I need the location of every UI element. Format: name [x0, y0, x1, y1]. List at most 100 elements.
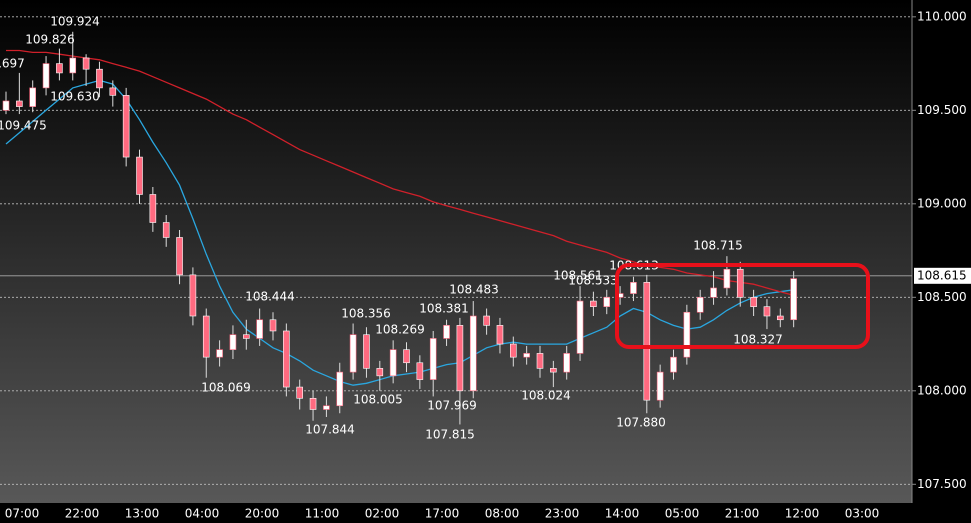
candle-body: [82, 57, 90, 70]
x-tick-label: 07:00: [5, 507, 40, 521]
price-annotation: 108.356: [341, 307, 391, 321]
candle-body: [776, 315, 784, 321]
price-annotation: 108.381: [419, 302, 469, 316]
candle-body: [309, 397, 317, 410]
price-annotation: 107.969: [427, 399, 477, 413]
candle-body: [763, 306, 771, 317]
price-annotation: 109.924: [50, 15, 100, 29]
candle-body: [576, 300, 584, 354]
candle-body: [56, 63, 63, 74]
candle-body: [469, 315, 477, 392]
candle-body: [523, 353, 530, 358]
candle-body: [29, 87, 37, 107]
candle-body: [536, 353, 544, 369]
candle-body: [736, 268, 744, 298]
candle-body: [189, 274, 197, 317]
candle-body: [416, 362, 424, 380]
candle-body: [122, 95, 130, 158]
candle-body: [563, 353, 571, 373]
candle-body: [603, 297, 611, 307]
candle-body: [349, 334, 357, 373]
candle-body: [269, 319, 277, 332]
moving-average: [5, 79, 794, 386]
price-annotation: 108.444: [245, 290, 295, 304]
price-annotation: 108.024: [521, 389, 571, 403]
price-annotation: 108.327: [733, 333, 783, 347]
candle-body: [243, 334, 250, 339]
price-annotation: 107.815: [425, 428, 475, 442]
x-tick-label: 22:00: [65, 507, 100, 521]
candle-body: [202, 315, 210, 358]
candle-body: [16, 100, 23, 107]
candle-body: [696, 297, 704, 313]
x-tick-label: 17:00: [425, 507, 460, 521]
price-annotation: 108.715: [693, 239, 743, 253]
candle-body: [376, 368, 384, 377]
price-annotation: 109.630: [50, 90, 100, 104]
x-tick-label: 11:00: [305, 507, 340, 521]
x-tick-label: 05:00: [665, 507, 700, 521]
price-annotation: 108.069: [201, 381, 251, 395]
candle-body: [149, 194, 157, 223]
x-tick-label: 14:00: [605, 507, 640, 521]
candle-body: [643, 282, 651, 401]
candle-body: [683, 311, 691, 358]
ma-lines: [5, 49, 794, 386]
candle-body: [656, 371, 664, 401]
candle-body: [790, 278, 797, 321]
candle-body: [296, 386, 304, 399]
candle-body: [456, 325, 464, 392]
candle-body: [496, 325, 504, 345]
candle-body: [2, 100, 10, 111]
candle-body: [176, 237, 183, 276]
x-tick-label: 12:00: [785, 507, 820, 521]
candle-body: [550, 368, 557, 373]
candle-body: [109, 87, 117, 96]
candle-body: [336, 371, 344, 407]
price-annotation: 108.005: [353, 393, 403, 407]
candle-body: [42, 63, 50, 89]
candle-body: [483, 315, 490, 326]
y-tick-label: 108.000: [917, 383, 967, 397]
price-annotation: 108.269: [375, 323, 425, 337]
x-tick-label: 20:00: [245, 507, 280, 521]
candle-body: [403, 349, 410, 364]
candle-body: [429, 338, 437, 380]
x-tick-label: 08:00: [485, 507, 520, 521]
highlight-box: [615, 263, 870, 349]
price-annotation: 108.561: [553, 269, 603, 283]
x-tick-label: 23:00: [545, 507, 580, 521]
x-axis-band: [0, 503, 971, 523]
price-annotation: 107.880: [616, 416, 666, 430]
candle-body: [509, 343, 517, 358]
candles: [2, 31, 797, 425]
candle-body: [229, 334, 237, 350]
y-tick-label: 109.500: [917, 103, 967, 117]
price-annotation: 109.826: [25, 33, 75, 47]
y-tick-label: 107.500: [917, 477, 967, 491]
candle-body: [216, 349, 223, 358]
price-annotation: 108.533: [568, 274, 618, 288]
x-tick-label: 13:00: [125, 507, 160, 521]
candle-body: [69, 57, 77, 74]
candle-body: [710, 287, 717, 298]
candle-body: [630, 282, 637, 294]
y-tick-label: 109.000: [917, 196, 967, 210]
price-annotation: 109.697: [0, 57, 25, 71]
candle-body: [96, 68, 103, 89]
x-tick-label: 03:00: [845, 507, 880, 521]
y-tick-label: 108.500: [917, 290, 967, 304]
candle-body: [256, 319, 263, 339]
candle-body: [389, 349, 397, 377]
candle-body: [162, 222, 170, 238]
plot-background: [0, 0, 912, 503]
x-tick-label: 02:00: [365, 507, 400, 521]
last-price-box: [914, 267, 971, 284]
x-tick-label: 04:00: [185, 507, 220, 521]
candle-body: [323, 405, 330, 410]
y-axis-band: [912, 0, 971, 503]
candle-body: [283, 330, 290, 388]
